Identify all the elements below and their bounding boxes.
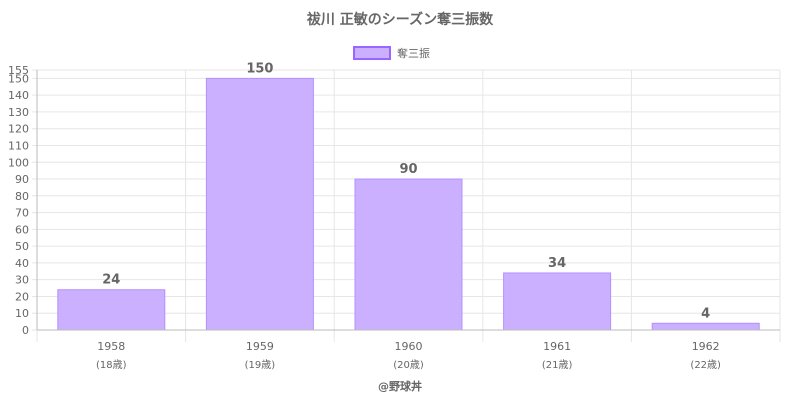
- bar: [354, 178, 463, 331]
- y-tick-label: 155: [8, 64, 29, 77]
- data-label: 4: [701, 306, 710, 321]
- y-tick-label: 0: [22, 324, 29, 337]
- y-tick-label: 60: [15, 223, 29, 236]
- y-tick-label: 90: [15, 173, 29, 186]
- bar: [57, 289, 166, 331]
- x-tick-sublabel: (19歳): [245, 359, 276, 371]
- axes: 0102030405060708090100110120130140150155…: [8, 64, 780, 371]
- x-tick-label: 1961: [543, 340, 571, 353]
- legend: 奪三振: [353, 46, 430, 60]
- y-tick-label: 50: [15, 240, 29, 253]
- data-labels: 24 150 90 34 4: [102, 61, 710, 321]
- y-tick-label: 100: [8, 156, 29, 169]
- legend-swatch: [353, 46, 391, 60]
- y-tick-label: 130: [8, 106, 29, 119]
- bar: [503, 272, 612, 331]
- y-tick-label: 40: [15, 257, 29, 270]
- x-tick-label: 1960: [395, 340, 423, 353]
- grid: [32, 69, 781, 342]
- data-label: 34: [548, 256, 566, 271]
- y-tick-label: 30: [15, 274, 29, 287]
- bar: [205, 77, 314, 331]
- bar: [651, 322, 760, 331]
- y-tick-label: 20: [15, 290, 29, 303]
- y-tick-label: 110: [8, 139, 29, 152]
- data-label: 90: [399, 162, 417, 177]
- x-tick-sublabel: (18歳): [96, 359, 127, 371]
- x-tick-sublabel: (20歳): [393, 359, 424, 371]
- chart-title: 祓川 正敏のシーズン奪三振数: [307, 11, 494, 28]
- x-tick-sublabel: (21歳): [542, 359, 573, 371]
- y-tick-label: 80: [15, 190, 29, 203]
- y-tick-label: 150: [8, 72, 29, 85]
- credit-text: @野球丼: [378, 379, 422, 393]
- x-tick-label: 1958: [97, 340, 125, 353]
- y-tick-label: 70: [15, 207, 29, 220]
- legend-label: 奪三振: [397, 46, 430, 60]
- x-tick-label: 1959: [246, 340, 274, 353]
- x-tick-sublabel: (22歳): [690, 359, 721, 371]
- x-tick-label: 1962: [692, 340, 720, 353]
- y-tick-label: 120: [8, 123, 29, 136]
- y-tick-label: 140: [8, 89, 29, 102]
- y-tick-label: 10: [15, 307, 29, 320]
- bars: [57, 77, 760, 331]
- data-label: 150: [246, 61, 273, 76]
- data-label: 24: [102, 273, 120, 288]
